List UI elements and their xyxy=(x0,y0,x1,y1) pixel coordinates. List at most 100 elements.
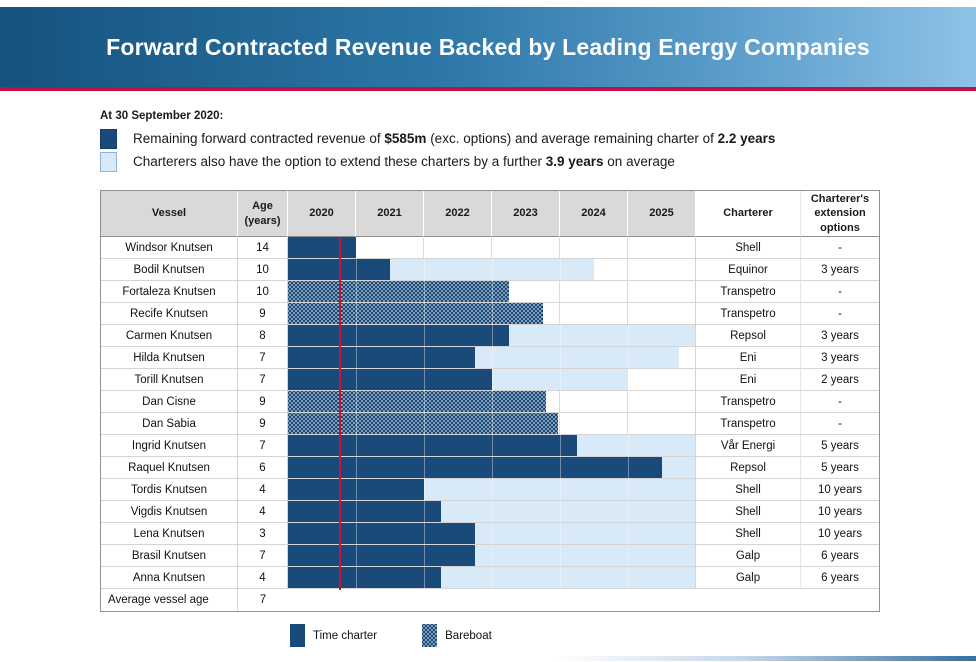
contracted-revenue-swatch xyxy=(100,128,117,149)
time-charter-bar xyxy=(288,435,577,456)
vessel-name: Dan Sabia xyxy=(101,413,238,435)
table-row: Windsor Knutsen 14 Shell - xyxy=(101,237,879,259)
vessel-age: 14 xyxy=(238,237,288,259)
context-text-part: Charterers also have the option to exten… xyxy=(133,154,546,169)
charterer-name: Transpetro xyxy=(696,391,801,413)
year-header: 2022 xyxy=(424,191,492,237)
context-text-part: (exc. options) and average remaining cha… xyxy=(426,131,718,146)
time-charter-bar xyxy=(288,545,475,566)
bareboat-bar xyxy=(288,413,558,434)
year-header: 2025 xyxy=(628,191,696,237)
average-age-row: Average vessel age 7 xyxy=(101,589,879,611)
table-row: Anna Knutsen 4 Galp 6 years xyxy=(101,567,879,589)
charter-timeline xyxy=(288,545,696,567)
vessel-age: 7 xyxy=(238,347,288,369)
vessel-age: 9 xyxy=(238,391,288,413)
year-header: 2020 xyxy=(288,191,356,237)
average-row-spacer xyxy=(288,589,879,611)
vessel-name: Hilda Knutsen xyxy=(101,347,238,369)
charterer-name: Galp xyxy=(696,567,801,589)
extension-option: 3 years xyxy=(801,325,879,347)
vessel-age: 10 xyxy=(238,281,288,303)
extension-option-bar xyxy=(577,435,695,456)
vessel-name: Vigdis Knutsen xyxy=(101,501,238,523)
legend-label: Time charter xyxy=(313,629,378,642)
year-headers: 2020 2021 2022 2023 2024 2025 xyxy=(288,191,696,237)
extension-option-bar xyxy=(492,369,628,390)
vessel-name: Recife Knutsen xyxy=(101,303,238,325)
context-block: At 30 September 2020: Remaining forward … xyxy=(100,110,900,174)
legend-label: Bareboat xyxy=(445,629,492,642)
context-line: Charterers also have the option to exten… xyxy=(100,151,900,172)
extension-option: - xyxy=(801,413,879,435)
vessel-age: 6 xyxy=(238,457,288,479)
time-charter-bar xyxy=(288,237,356,258)
vessel-age: 4 xyxy=(238,567,288,589)
table-row: Recife Knutsen 9 Transpetro - xyxy=(101,303,879,325)
charterer-name: Shell xyxy=(696,501,801,523)
extension-option-bar xyxy=(475,347,679,368)
charter-timeline xyxy=(288,237,696,259)
bareboat-swatch xyxy=(422,624,438,647)
extension-option: 2 years xyxy=(801,369,879,391)
context-line-text: Charterers also have the option to exten… xyxy=(133,154,675,169)
charterer-name: Vår Energi xyxy=(696,435,801,457)
extension-option-bar xyxy=(441,501,695,522)
page-title: Forward Contracted Revenue Backed by Lea… xyxy=(106,33,870,60)
chart-legend: Time charter Bareboat xyxy=(100,624,878,647)
charter-timeline xyxy=(288,567,696,589)
context-text-part: on average xyxy=(603,154,675,169)
time-charter-bar xyxy=(288,501,441,522)
charter-timeline xyxy=(288,391,696,413)
vessel-name: Dan Cisne xyxy=(101,391,238,413)
charterer-name: Transpetro xyxy=(696,281,801,303)
table-row: Bodil Knutsen 10 Equinor 3 years xyxy=(101,259,879,281)
table-header-row: Vessel Age (years) 2020 2021 2022 2023 2024 2… xyxy=(101,191,879,237)
charter-timeline xyxy=(288,479,696,501)
bareboat-bar xyxy=(288,303,543,324)
charterer-name: Equinor xyxy=(696,259,801,281)
legend-item: Time charter xyxy=(290,624,377,647)
time-charter-bar xyxy=(288,523,475,544)
table-row: Hilda Knutsen 7 Eni 3 years xyxy=(101,347,879,369)
charter-timeline xyxy=(288,413,696,435)
table-row: Dan Sabia 9 Transpetro - xyxy=(101,413,879,435)
bareboat-bar xyxy=(288,281,509,302)
extension-option-bar xyxy=(390,259,594,280)
vessel-age: 7 xyxy=(238,435,288,457)
context-text-part: 2.2 years xyxy=(717,131,776,146)
extension-option: - xyxy=(801,303,879,325)
average-age-label: Average vessel age xyxy=(101,589,238,611)
vessel-age: 3 xyxy=(238,523,288,545)
table-row: Ingrid Knutsen 7 Vår Energi 5 years xyxy=(101,435,879,457)
vessel-age: 9 xyxy=(238,413,288,435)
legend-item: Bareboat xyxy=(422,624,492,647)
time-charter-bar xyxy=(288,259,390,280)
age-column-header: Age (years) xyxy=(238,191,288,237)
vessel-rows: Windsor Knutsen 14 Shell - Bodil Knutsen 10 Eq… xyxy=(101,237,879,589)
charter-timeline xyxy=(288,523,696,545)
table-row: Dan Cisne 9 Transpetro - xyxy=(101,391,879,413)
extension-option-bar xyxy=(475,545,695,566)
context-line-text: Remaining forward contracted revenue of … xyxy=(133,131,775,146)
year-header: 2023 xyxy=(492,191,560,237)
extension-option-bar xyxy=(424,479,695,500)
extension-option: 3 years xyxy=(801,347,879,369)
charter-timeline xyxy=(288,303,696,325)
vessel-name: Carmen Knutsen xyxy=(101,325,238,347)
context-lines: Remaining forward contracted revenue of … xyxy=(100,128,900,172)
banner-underline xyxy=(0,87,976,91)
bottom-gradient-strip xyxy=(555,656,976,661)
table-row: Vigdis Knutsen 4 Shell 10 years xyxy=(101,501,879,523)
vessel-name: Ingrid Knutsen xyxy=(101,435,238,457)
vessel-age: 10 xyxy=(238,259,288,281)
charter-timeline xyxy=(288,259,696,281)
vessel-age: 9 xyxy=(238,303,288,325)
context-text-part: 3.9 years xyxy=(545,154,604,169)
extension-option-bar xyxy=(509,325,695,346)
time-charter-bar xyxy=(288,567,441,588)
extension-option-bar xyxy=(441,567,695,588)
bareboat-bar xyxy=(288,391,547,412)
context-text-part: $585m xyxy=(384,131,427,146)
